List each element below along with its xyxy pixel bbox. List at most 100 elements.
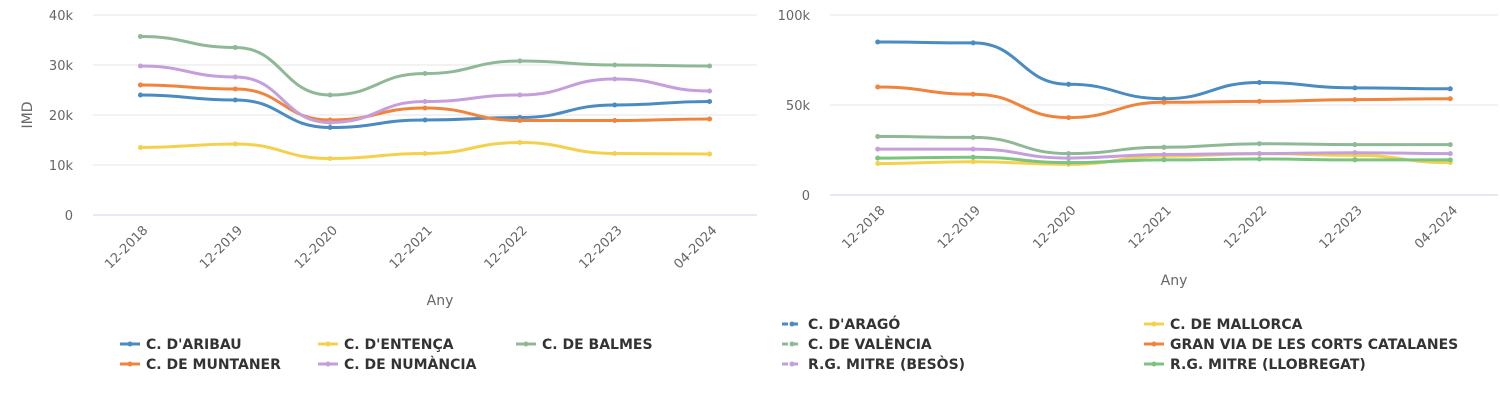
data-point[interactable]: [1256, 156, 1262, 162]
series-line[interactable]: [138, 141, 712, 160]
data-point[interactable]: [1161, 144, 1167, 150]
data-point[interactable]: [327, 156, 333, 161]
data-point[interactable]: [1352, 142, 1358, 148]
data-point[interactable]: [232, 45, 238, 50]
left-series-1[interactable]: [137, 140, 713, 161]
left-series-2[interactable]: [137, 34, 713, 98]
data-point[interactable]: [517, 118, 523, 123]
data-point[interactable]: [707, 116, 713, 122]
left-series-3[interactable]: [137, 82, 713, 124]
legend-item[interactable]: C. D'ARAGÓ: [782, 315, 900, 333]
data-point[interactable]: [1066, 81, 1072, 87]
data-point[interactable]: [1352, 157, 1358, 163]
right-x-tick-label: 12-2018: [840, 203, 889, 252]
legend-item[interactable]: C. DE MALLORCA: [1144, 317, 1303, 333]
legend-item[interactable]: C. DE NUMÀNCIA: [318, 356, 477, 373]
data-point[interactable]: [422, 151, 428, 156]
right-series-3[interactable]: [875, 84, 1453, 121]
data-point[interactable]: [1161, 152, 1167, 157]
data-point[interactable]: [517, 92, 523, 98]
data-point[interactable]: [422, 71, 428, 76]
right-series-2[interactable]: [875, 134, 1453, 157]
legend-item[interactable]: C. DE BALMES: [516, 337, 653, 353]
data-point[interactable]: [422, 99, 428, 104]
data-point[interactable]: [970, 159, 976, 165]
legend-item[interactable]: C. D'ENTENÇA: [318, 337, 454, 353]
legend-item[interactable]: C. DE VALÈNCIA: [782, 336, 932, 353]
data-point[interactable]: [232, 86, 238, 92]
data-point[interactable]: [612, 76, 618, 82]
data-point[interactable]: [970, 146, 976, 152]
data-point[interactable]: [232, 97, 238, 103]
data-point[interactable]: [137, 92, 143, 98]
data-point[interactable]: [875, 146, 881, 152]
legend-item[interactable]: C. DE MUNTANER: [120, 357, 281, 373]
data-point[interactable]: [707, 99, 713, 104]
data-point[interactable]: [1161, 157, 1167, 163]
data-point[interactable]: [612, 62, 618, 68]
data-point[interactable]: [875, 84, 881, 90]
data-point[interactable]: [327, 125, 333, 130]
data-point[interactable]: [707, 151, 713, 157]
data-point[interactable]: [232, 74, 238, 80]
data-point[interactable]: [875, 39, 881, 45]
data-point[interactable]: [707, 88, 713, 94]
data-point[interactable]: [517, 58, 523, 64]
data-point[interactable]: [707, 63, 713, 69]
data-point[interactable]: [1447, 151, 1453, 157]
data-point[interactable]: [1256, 80, 1262, 85]
left-x-tick-label: 12-2022: [482, 223, 531, 272]
data-point[interactable]: [1161, 99, 1167, 105]
data-point[interactable]: [137, 34, 143, 39]
data-point[interactable]: [422, 105, 428, 111]
data-point[interactable]: [137, 82, 143, 88]
legend-item[interactable]: R.G. MITRE (BESÒS): [782, 355, 965, 373]
data-point[interactable]: [970, 154, 976, 160]
data-point[interactable]: [137, 63, 143, 69]
left-chart: 0 10k 20k 30k 40k 12-2018 12-2019 12-2020 12-202…: [20, 9, 757, 373]
right-series-4[interactable]: [875, 146, 1453, 161]
data-point[interactable]: [970, 40, 976, 46]
data-point[interactable]: [327, 120, 333, 125]
left-series-0[interactable]: [137, 92, 713, 131]
data-point[interactable]: [1161, 96, 1167, 102]
data-point[interactable]: [1447, 86, 1453, 92]
data-point[interactable]: [1352, 85, 1358, 91]
data-point[interactable]: [875, 134, 881, 139]
data-point[interactable]: [1447, 157, 1453, 163]
data-point[interactable]: [1256, 141, 1262, 147]
right-series-5[interactable]: [875, 154, 1453, 166]
data-point[interactable]: [1352, 97, 1358, 103]
data-point[interactable]: [1447, 96, 1453, 102]
data-point[interactable]: [1256, 98, 1262, 104]
series-line[interactable]: [876, 40, 1452, 101]
data-point[interactable]: [1447, 142, 1453, 148]
legend-item[interactable]: GRAN VIA DE LES CORTS CATALANES: [1144, 337, 1458, 353]
data-point[interactable]: [875, 155, 881, 161]
data-point[interactable]: [517, 140, 523, 145]
data-point[interactable]: [970, 91, 976, 97]
data-point[interactable]: [422, 117, 428, 123]
left-series-4[interactable]: [137, 63, 713, 126]
data-point[interactable]: [970, 134, 976, 140]
data-point[interactable]: [1256, 151, 1262, 157]
data-point[interactable]: [875, 161, 881, 166]
data-point[interactable]: [327, 92, 333, 98]
data-point[interactable]: [232, 141, 238, 147]
data-point[interactable]: [137, 145, 143, 150]
legend-item[interactable]: R.G. MITRE (LLOBREGAT): [1144, 357, 1366, 373]
data-point[interactable]: [1066, 155, 1072, 161]
legend-item[interactable]: C. D'ARIBAU: [120, 337, 242, 353]
series-line[interactable]: [138, 35, 712, 97]
data-point[interactable]: [1066, 160, 1072, 166]
data-point[interactable]: [612, 118, 618, 123]
data-point[interactable]: [612, 102, 618, 108]
right-series-0[interactable]: [875, 39, 1453, 102]
data-point[interactable]: [1352, 150, 1358, 156]
legend-marker: [325, 361, 331, 367]
data-point[interactable]: [1066, 115, 1072, 121]
legend-marker: [1151, 341, 1157, 347]
right-x-tick-label: 12-2023: [1317, 203, 1366, 252]
data-point[interactable]: [612, 151, 618, 156]
data-point[interactable]: [1066, 151, 1072, 157]
